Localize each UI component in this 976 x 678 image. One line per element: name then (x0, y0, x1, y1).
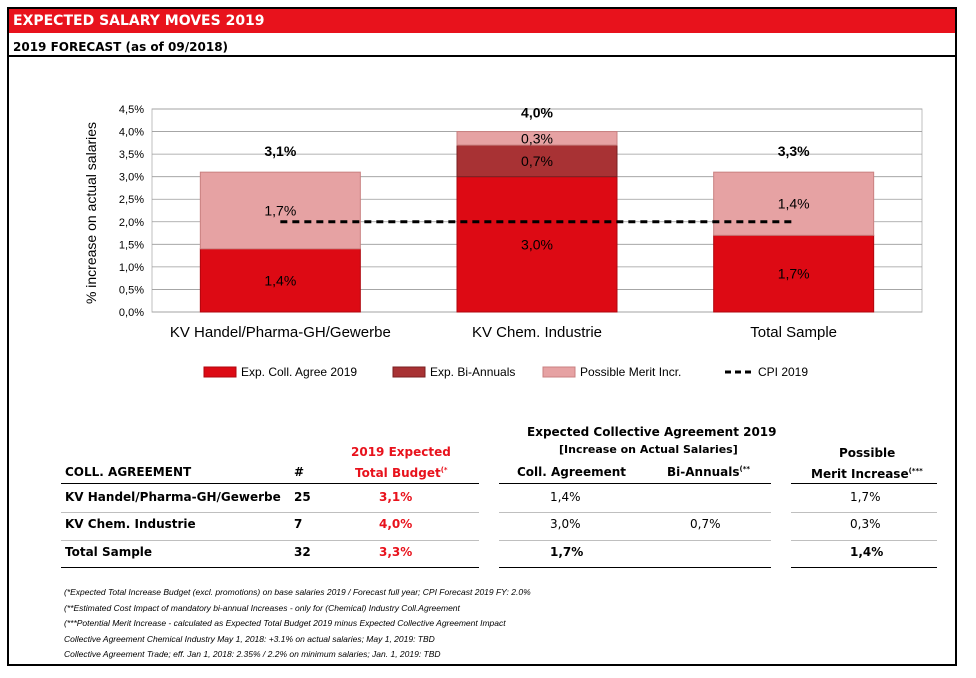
budget-header-line2: Total Budget(* (355, 466, 448, 480)
budget-header-sup: (* (440, 466, 448, 474)
header-rule-mid (499, 483, 771, 484)
y-tick-label: 2,0% (119, 217, 144, 229)
row-rule-1-right (791, 512, 937, 513)
data-label: 0,3% (521, 130, 553, 146)
footnote: (***Potential Merit Increase - calculate… (64, 618, 506, 628)
table-row-3-budget: 3,3% (379, 545, 413, 559)
table-row-1-budget: 3,1% (379, 490, 413, 504)
footnotes: (*Expected Total Increase Budget (excl. … (64, 585, 531, 663)
report-title: EXPECTED SALARY MOVES 2019 (9, 9, 955, 33)
total-label: 3,1% (264, 143, 296, 159)
legend-label: CPI 2019 (758, 365, 808, 379)
y-tick-label: 1,5% (119, 239, 144, 251)
total-label: 4,0% (521, 105, 553, 121)
col-biannual-text: Bi-Annuals (667, 465, 740, 479)
table-row-1-name: KV Handel/Pharma-GH/Gewerbe (65, 490, 281, 504)
salary-table: Expected Collective Agreement 2019 [Incr… (9, 9, 955, 669)
x-tick-label: KV Handel/Pharma-GH/Gewerbe (170, 324, 391, 341)
table-row-3-count: 32 (294, 545, 311, 559)
merit-header-sup: (*** (908, 467, 923, 475)
y-tick-label: 1,0% (119, 262, 144, 274)
merit-header-line1: Possible (839, 446, 896, 460)
bar-segment-3 (456, 131, 618, 146)
y-axis-label: % increase on actual salaries (83, 122, 99, 304)
y-tick-label: 2,5% (119, 194, 144, 206)
y-tick-label: 3,0% (119, 172, 144, 184)
data-label: 3,0% (521, 236, 553, 252)
legend-swatch-1 (203, 366, 237, 378)
table-row-3-coll: 1,7% (550, 545, 584, 559)
bar-segment-1 (199, 248, 361, 313)
data-label: 1,7% (264, 203, 296, 219)
row-rule-1-mid (499, 512, 771, 513)
table-row-2-budget: 4,0% (379, 517, 413, 531)
bar-segment-3 (713, 171, 875, 236)
y-tick-label: 4,0% (119, 127, 144, 139)
bar-segment-3 (199, 171, 361, 250)
header-rule-right (791, 483, 937, 484)
report-frame: EXPECTED SALARY MOVES 2019 2019 FORECAST… (7, 7, 957, 666)
salary-chart: 0,0% 0,5% 1,0% 1,5% 2,0% 2,5% 3,0% 3,5% 4,0% 4,5%… (83, 104, 923, 379)
row-rule-2-right (791, 540, 937, 541)
merit-header-text: Merit Increase (811, 467, 909, 481)
row-rule-1 (61, 512, 479, 513)
table-row-2-name: KV Chem. Industrie (65, 517, 196, 531)
table-row-2-count: 7 (294, 517, 303, 531)
legend-label: Possible Merit Incr. (580, 365, 681, 379)
col-agreement-header: COLL. AGREEMENT (65, 465, 192, 479)
footnote: (*Expected Total Increase Budget (excl. … (64, 587, 531, 597)
total-label: 3,3% (778, 143, 810, 159)
y-tick-label: 0,5% (119, 284, 144, 296)
y-tick-label: 0,0% (119, 307, 144, 319)
col-biannual-sup: (** (739, 465, 751, 473)
row-rule-3-right (791, 567, 937, 568)
table-row-2-biannual: 0,7% (690, 517, 721, 531)
row-rule-2 (61, 540, 479, 541)
table-row-2-coll: 3,0% (550, 517, 581, 531)
legend-swatch-2 (392, 366, 426, 378)
bar-segment-2 (456, 144, 618, 178)
x-tick-label: KV Chem. Industrie (472, 324, 602, 341)
table-row-1-merit: 1,7% (850, 490, 881, 504)
data-label: 0,7% (521, 153, 553, 169)
footnote: Collective Agreement Trade; eff. Jan 1, … (64, 649, 441, 659)
row-rule-2-mid (499, 540, 771, 541)
x-tick-label: Total Sample (750, 324, 837, 341)
table-row-1-count: 25 (294, 490, 311, 504)
y-tick-label: 4,5% (119, 104, 144, 116)
legend-label: Exp. Bi-Annuals (430, 365, 515, 379)
table-row-2-merit: 0,3% (850, 517, 881, 531)
legend-swatch-3 (542, 366, 576, 378)
row-rule-3-mid (499, 567, 771, 568)
y-tick-label: 3,5% (119, 149, 144, 161)
footnote: Collective Agreement Chemical Industry M… (64, 633, 435, 644)
table-row-3-merit: 1,4% (850, 545, 884, 559)
table-row-1-coll: 1,4% (550, 490, 581, 504)
bar-segment-1 (456, 176, 618, 313)
budget-header-line1: 2019 Expected (351, 445, 451, 459)
data-label: 1,4% (778, 196, 810, 212)
group-header-line2: [Increase on Actual Salaries] (559, 443, 738, 456)
report-subtitle: 2019 FORECAST (as of 09/2018) (9, 35, 955, 57)
col-count-header: # (294, 465, 305, 479)
data-label: 1,4% (264, 272, 296, 288)
merit-header-line2: Merit Increase(*** (811, 467, 923, 481)
row-rule-3 (61, 567, 479, 568)
col-coll-header: Coll. Agreement (517, 465, 627, 479)
data-label: 1,7% (778, 266, 810, 282)
legend-label: Exp. Coll. Agree 2019 (241, 365, 357, 379)
group-header-line1: Expected Collective Agreement 2019 (527, 425, 777, 439)
table-row-3-name: Total Sample (65, 545, 153, 559)
col-biannual-header: Bi-Annuals(** (667, 465, 750, 479)
header-rule (61, 483, 479, 484)
footnote: (**Estimated Cost Impact of mandatory bi… (64, 602, 460, 613)
bar-segment-1 (713, 234, 875, 313)
budget-header-text: Total Budget (355, 466, 441, 480)
